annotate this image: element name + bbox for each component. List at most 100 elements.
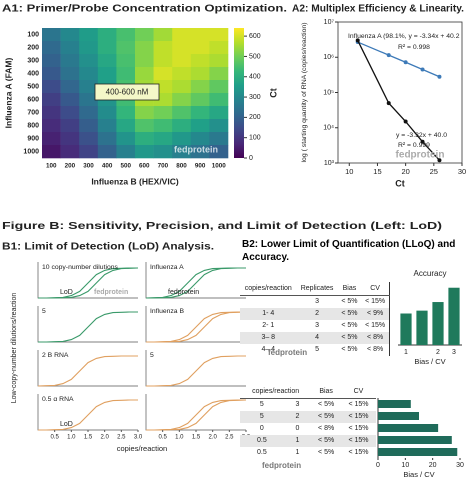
heat-cell — [153, 132, 173, 146]
heat-cell — [209, 132, 229, 146]
y-tick-label: 1000 — [23, 148, 39, 155]
heat-cell — [135, 67, 154, 81]
x-tick-label: 1000 — [212, 163, 227, 170]
heat-cell — [97, 41, 117, 55]
table-row: 0.5 1 < 5% < 15% — [240, 435, 376, 447]
header-cell: Replicates — [296, 282, 338, 296]
heat-cell — [116, 67, 136, 81]
heat-cell — [60, 67, 80, 81]
table: copies/reaction Bias CV 5 3 < 5% < 15% 5 2 < 5% < … — [240, 385, 376, 459]
annotation: R² = 0.999 — [398, 142, 430, 149]
heat-cell — [116, 106, 136, 120]
colorbar-tick-label: 100 — [249, 135, 261, 142]
heat-cell — [79, 41, 99, 55]
heat-cell — [60, 93, 80, 107]
panel-label: 10 copy-number dilutions — [42, 264, 119, 271]
colorbar-tick-label: 200 — [249, 114, 261, 121]
table-cell: < 5% — [318, 449, 335, 456]
y-tick-label: 500 — [27, 83, 39, 90]
table-cell: 0 — [259, 425, 264, 432]
table-cell: 5 — [240, 411, 284, 423]
table-cell: < 8% — [367, 346, 384, 353]
heat-cell — [172, 132, 192, 146]
panel-label: 0.5 α RNA — [42, 396, 74, 403]
heat-cell — [60, 54, 80, 68]
table-row: 2- 1 3 < 5% < 15% — [240, 320, 390, 332]
table-cell: 3 — [315, 322, 320, 329]
heat-cell — [60, 106, 80, 120]
bar — [432, 302, 444, 345]
annotation: fedprotein — [94, 289, 128, 296]
data-point — [420, 67, 425, 72]
heat-cell — [172, 93, 192, 107]
y-tick-label: 100 — [27, 31, 39, 38]
panel-label: Influenza A — [150, 264, 184, 271]
x-tick-label: 10 — [401, 462, 409, 469]
annotation: Influenza A (98.1%, y = -3.34x + 40.2 — [348, 33, 460, 40]
panel-label: Influenza B — [150, 308, 184, 315]
heat-cell — [42, 93, 61, 107]
data-point — [420, 139, 425, 144]
table-cell: < 8% — [361, 332, 390, 344]
panel-axes — [145, 394, 246, 431]
x-tick-label: 15 — [373, 167, 381, 176]
y-tick-label: 900 — [27, 135, 39, 142]
heat-cell — [190, 106, 210, 120]
heat-cell — [60, 80, 80, 94]
watermark: fedprotein — [268, 348, 308, 357]
x-tick-label: 500 — [120, 163, 131, 170]
panel-label: 5 — [150, 352, 154, 359]
heat-cell — [42, 41, 61, 55]
chart-title: Accuracy — [414, 269, 447, 278]
colorbar-tick-label: 300 — [249, 94, 261, 101]
panel-axes — [37, 306, 138, 343]
x-tick-label: 1.5 — [84, 435, 93, 441]
annotation: LoD — [60, 289, 73, 296]
table-cell: < 5% — [318, 401, 335, 408]
table-cell: 5 — [315, 346, 320, 353]
heat-cell — [172, 54, 192, 68]
heat-cell — [209, 119, 229, 133]
table-cell: 1- 4 — [240, 308, 297, 320]
bar — [416, 310, 428, 345]
chart-title: A2: Multiplex Efficiency & Linearity. — [292, 4, 464, 15]
data-point — [386, 53, 391, 58]
table-cell: 1 — [283, 435, 312, 447]
heat-cell — [79, 106, 99, 120]
chart-title: B1: Limit of Detection (LoD) Analysis. — [2, 242, 214, 253]
header-cell: Bias — [337, 282, 362, 296]
heat-cell — [116, 132, 136, 146]
table-cell: 3 — [295, 401, 300, 408]
heat-cell — [190, 41, 210, 55]
table-cell: < 15% — [341, 411, 376, 423]
curve — [146, 311, 247, 343]
table-row: 3– 8 4 < 5% < 8% — [240, 332, 390, 344]
colorbar-tick-label: 600 — [249, 33, 261, 40]
table-cell: < 5% — [311, 411, 341, 423]
heat-cell — [172, 41, 192, 55]
table-cell: < 8% — [318, 425, 335, 432]
heat-cell — [153, 145, 173, 159]
heat-cell — [172, 80, 192, 94]
annotation: y = -3.32x + 40.0 — [396, 132, 447, 139]
heat-cell — [190, 132, 210, 146]
heat-cell — [172, 67, 192, 81]
x-tick-label: 100 — [46, 163, 57, 170]
heat-cell — [190, 80, 210, 94]
table-cell: < 5% — [337, 332, 362, 344]
table-cell: 0.5 — [257, 449, 267, 456]
header-cell: CV — [361, 282, 390, 296]
heat-cell — [97, 54, 117, 68]
data-point — [355, 38, 360, 43]
heat-cell — [79, 132, 99, 146]
heat-cell — [172, 28, 192, 42]
heat-cell — [190, 145, 210, 159]
heat-cell — [97, 119, 117, 133]
heat-cell — [116, 119, 136, 133]
header-cell: CV — [341, 385, 376, 399]
heat-cell — [79, 93, 99, 107]
table-cell: < 15% — [365, 322, 386, 329]
x-tick-label: 800 — [176, 163, 187, 170]
heat-cell — [79, 28, 99, 42]
heat-cell — [153, 54, 173, 68]
